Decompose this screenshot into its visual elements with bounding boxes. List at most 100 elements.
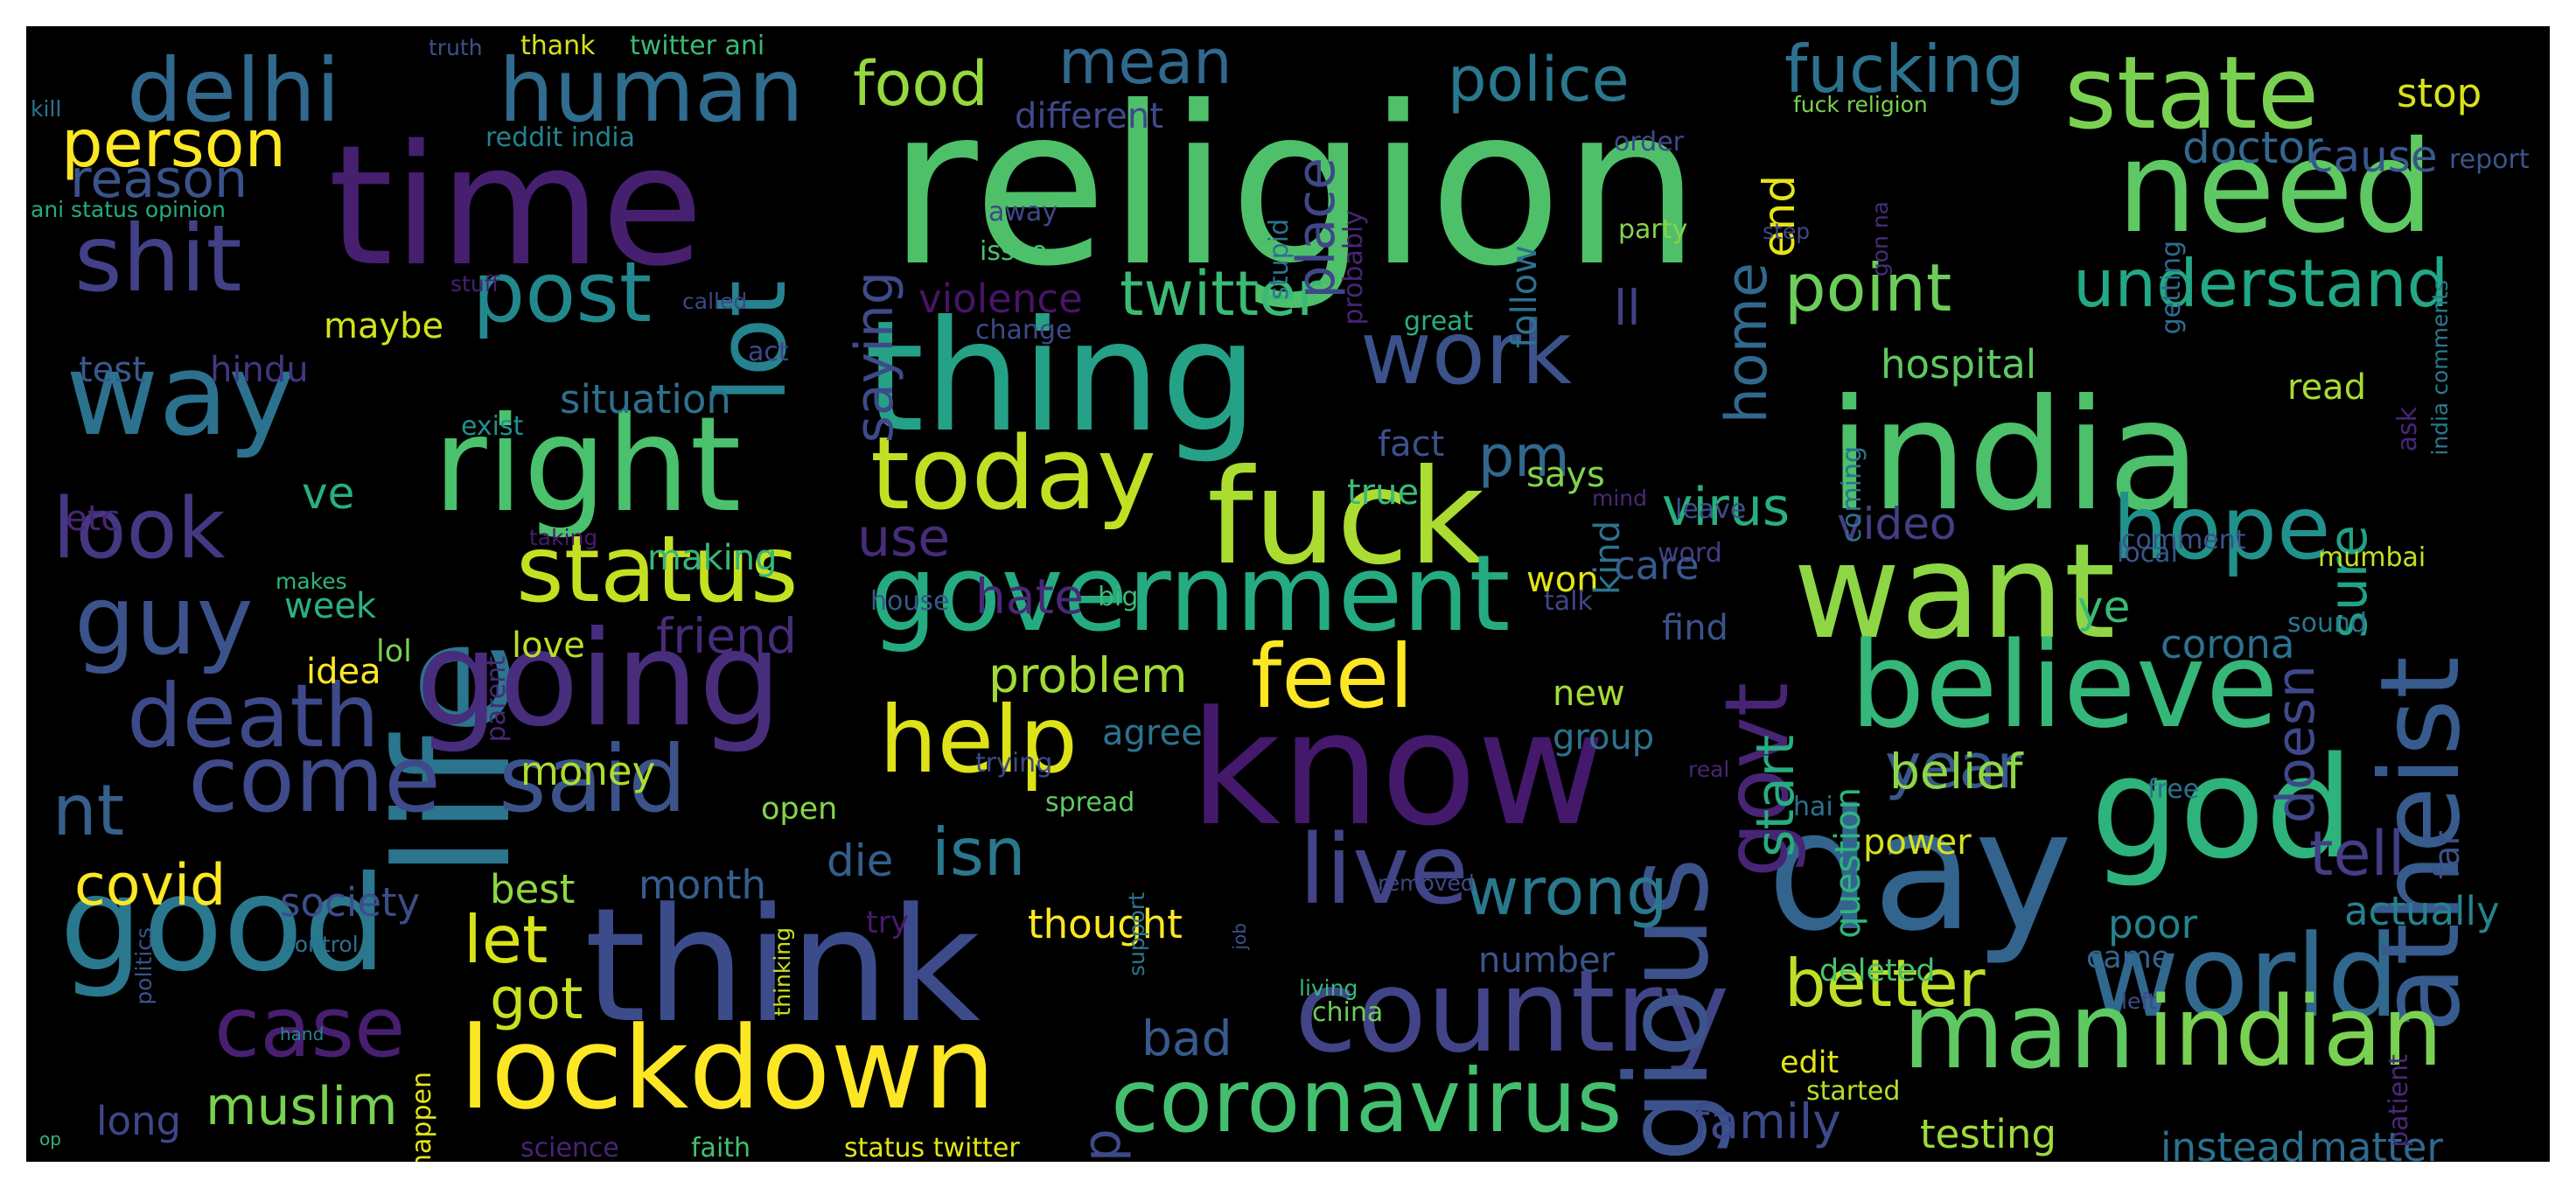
cloud-word-truth: truth: [429, 35, 483, 60]
cloud-word-real: real: [1688, 757, 1729, 782]
cloud-word-fact: fact: [1378, 424, 1444, 465]
cloud-word-shit: shit: [74, 206, 242, 312]
cloud-word-deleted: deleted: [1819, 954, 1935, 989]
cloud-word-number: number: [1478, 940, 1616, 981]
cloud-word-doctor: doctor: [2182, 122, 2323, 173]
cloud-word-local: local: [2117, 538, 2178, 569]
cloud-word-delhi: delhi: [127, 39, 340, 142]
cloud-word-mean: mean: [1058, 26, 1232, 98]
cloud-word-etc: etc: [66, 499, 120, 539]
cloud-word-fucking: fucking: [1784, 31, 2025, 108]
word-cloud: religion time thing india know think day life fu…: [26, 26, 2550, 1162]
cloud-word-state: state: [2064, 35, 2319, 152]
cloud-word-corona: corona: [2161, 621, 2294, 667]
cloud-word-hope: hope: [2112, 477, 2331, 579]
cloud-word-bad: bad: [1141, 1010, 1232, 1066]
cloud-word-thing: thing: [864, 289, 1258, 466]
cloud-word-work: work: [1360, 302, 1572, 404]
cloud-word-death: death: [127, 665, 380, 767]
cloud-word-think: think: [584, 875, 981, 1058]
cloud-word-long: long: [96, 1098, 181, 1144]
cloud-word-started: started: [1806, 1076, 1900, 1107]
cloud-word-hand: hand: [280, 1024, 324, 1045]
cloud-word-love: love: [512, 625, 585, 666]
cloud-word-start: start: [1745, 735, 1806, 857]
cloud-word-house: house: [870, 586, 949, 617]
cloud-word-week: week: [284, 586, 377, 626]
cloud-word-help: help: [879, 687, 1078, 793]
cloud-word-money: money: [520, 748, 655, 794]
cloud-word-lockdown: lockdown: [459, 1002, 995, 1135]
cloud-word-agree: agree: [1102, 713, 1203, 753]
cloud-word-step: step: [1763, 219, 1810, 244]
cloud-word-fuck: fuck: [1207, 442, 1484, 594]
cloud-word-new: new: [1553, 674, 1625, 714]
cloud-word-man: man: [1902, 971, 2135, 1093]
cloud-word-india-comments: india comments: [2427, 280, 2453, 456]
cloud-word-human: human: [499, 39, 804, 142]
cloud-word-thinking: thinking: [770, 927, 795, 1017]
cloud-word-problem: problem: [988, 647, 1188, 703]
cloud-word-ye: ye: [2077, 582, 2130, 632]
cloud-word-die: die: [827, 835, 893, 886]
cloud-word-guy: guy: [74, 564, 254, 676]
cloud-word-doesn: doesn: [2265, 665, 2327, 823]
cloud-word-said: said: [499, 726, 687, 833]
cloud-word-religion: religion: [888, 59, 1701, 314]
cloud-word-come: come: [188, 726, 441, 833]
cloud-word-living: living: [1299, 975, 1358, 1001]
cloud-word-kill: kill: [31, 96, 61, 122]
cloud-word-hate: hate: [975, 569, 1084, 625]
cloud-word-mind: mind: [1592, 486, 1647, 511]
cloud-word-coronavirus: coronavirus: [1111, 1050, 1622, 1152]
cloud-word-believe: believe: [1850, 617, 2279, 754]
cloud-word-lol: lol: [376, 634, 412, 669]
cloud-word-hai: hai: [1793, 792, 1833, 822]
cloud-word-instead: instead: [2161, 1124, 2306, 1162]
cloud-word-trying: trying: [975, 748, 1052, 779]
cloud-word-sound: sound: [2287, 608, 2367, 639]
cloud-word-india: india: [1828, 367, 2201, 545]
cloud-word-situation: situation: [560, 376, 731, 423]
cloud-word-leave: leave: [1675, 494, 1746, 525]
cloud-word-change: change: [975, 315, 1072, 346]
cloud-word-hindu: hindu: [210, 350, 309, 390]
cloud-word-party: party: [1618, 214, 1687, 245]
cloud-word-saying: saying: [844, 271, 905, 443]
cloud-word-probably: probably: [1338, 210, 1369, 325]
cloud-word-right: right: [433, 389, 741, 542]
cloud-word-point: point: [1784, 249, 1951, 326]
cloud-word-country: country: [1295, 945, 1729, 1078]
cloud-word-politics: politics: [131, 927, 157, 1005]
cloud-word-year: year: [1885, 730, 2021, 802]
cloud-word-covid: covid: [74, 853, 226, 919]
cloud-word-person: person: [61, 105, 286, 182]
cloud-word-muslim: muslim: [206, 1076, 398, 1137]
cloud-word-kind: kind: [1588, 521, 1628, 595]
cloud-word-hospital: hospital: [1881, 341, 2036, 388]
cloud-word-stuff: stuff: [450, 271, 500, 297]
cloud-word-know: know: [1190, 678, 1606, 861]
cloud-word-ani-status-opinion: ani status opinion: [31, 197, 226, 222]
cloud-word-day: day: [1767, 774, 2072, 968]
cloud-word-got: got: [490, 967, 583, 1032]
word-cloud-canvas: religion time thing india know think day life fu…: [31, 26, 2530, 1162]
cloud-word-stupid: stupid: [1264, 219, 1295, 300]
cloud-word-talk: talk: [1544, 586, 1593, 617]
cloud-word-feel: feel: [1251, 625, 1414, 728]
cloud-word-society: society: [280, 879, 420, 926]
cloud-word-poor: poor: [2108, 901, 2198, 947]
cloud-word-science: science: [520, 1133, 619, 1162]
cloud-word-religious: religious: [1601, 857, 1734, 1162]
cloud-word-month: month: [639, 862, 766, 908]
cloud-word-happen: happen: [407, 1072, 437, 1162]
cloud-word-came: came: [2086, 940, 2170, 975]
cloud-word-different: different: [1015, 96, 1163, 136]
cloud-word-belief: belief: [1889, 744, 2024, 800]
cloud-word-better: better: [1784, 945, 1986, 1022]
cloud-word-going: going: [415, 604, 782, 756]
cloud-word-follow: follow: [1504, 245, 1545, 348]
cloud-word-spread: spread: [1045, 787, 1134, 818]
cloud-word-won: won: [1526, 560, 1599, 600]
cloud-word-friend: friend: [656, 608, 797, 664]
